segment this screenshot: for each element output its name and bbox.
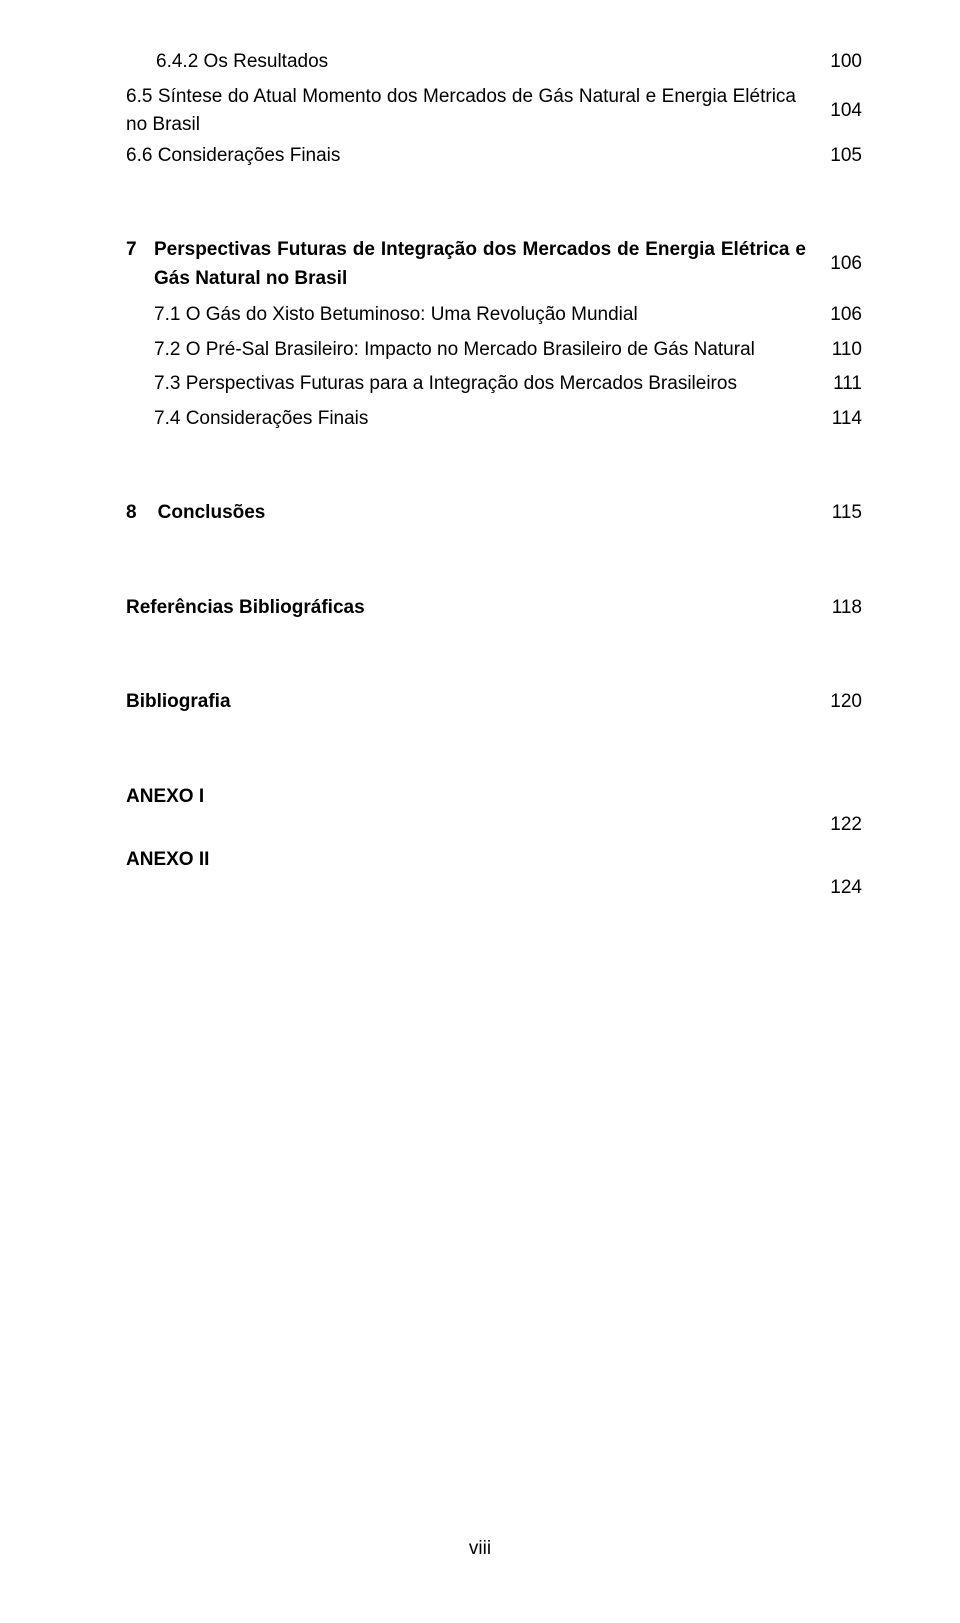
toc-page: 120: [806, 688, 862, 717]
toc-anexo-1-label: ANEXO I: [126, 783, 862, 812]
toc-label: 8 Conclusões: [126, 499, 806, 528]
toc-page: 115: [806, 499, 862, 528]
section-number: 7: [126, 236, 154, 293]
toc-label: Bibliografia: [126, 688, 806, 717]
toc-row: 7.2 O Pré-Sal Brasileiro: Impacto no Mer…: [126, 336, 862, 365]
toc-label: Referências Bibliográficas: [126, 594, 806, 623]
toc-anexo-1-page-row: 122: [126, 811, 862, 840]
toc-page: 124: [806, 874, 862, 903]
toc-label: 7.1 O Gás do Xisto Betuminoso: Uma Revol…: [154, 301, 806, 330]
page-number-footer: viii: [0, 1535, 960, 1564]
toc-page: 118: [806, 594, 862, 623]
toc-row: 7.1 O Gás do Xisto Betuminoso: Uma Revol…: [126, 301, 862, 330]
toc-label: 7.3 Perspectivas Futuras para a Integraç…: [154, 370, 806, 399]
toc-label: 7.2 O Pré-Sal Brasileiro: Impacto no Mer…: [154, 336, 806, 365]
toc-page: 110: [806, 336, 862, 365]
toc-page: 104: [806, 83, 862, 126]
toc-anexo-2-page-row: 124: [126, 874, 862, 903]
toc-page: 105: [806, 142, 862, 171]
toc-section-7: 7 Perspectivas Futuras de Integração dos…: [126, 236, 862, 293]
toc-page: 100: [806, 48, 862, 77]
section-title: Perspectivas Futuras de Integração dos M…: [154, 236, 806, 293]
toc-page: 106: [806, 301, 862, 330]
toc-row: 7.4 Considerações Finais 114: [126, 405, 862, 434]
toc-label: 7.4 Considerações Finais: [154, 405, 806, 434]
toc-page: 122: [806, 811, 862, 840]
toc-row: 6.5 Síntese do Atual Momento dos Mercado…: [126, 83, 862, 140]
toc-anexo-2-label: ANEXO II: [126, 846, 862, 875]
toc-label: 6.6 Considerações Finais: [126, 142, 806, 171]
toc-row: 7.3 Perspectivas Futuras para a Integraç…: [126, 370, 862, 399]
toc-row: 6.6 Considerações Finais 105: [126, 142, 862, 171]
toc-label: 6.5 Síntese do Atual Momento dos Mercado…: [126, 83, 806, 140]
toc-page: 114: [806, 405, 862, 434]
toc-references: Referências Bibliográficas 118: [126, 594, 862, 623]
toc-label: 6.4.2 Os Resultados: [156, 48, 806, 77]
toc-section-8: 8 Conclusões 115: [126, 499, 862, 528]
toc-page: 106: [806, 236, 862, 279]
toc-page: 111: [806, 370, 862, 399]
toc-row: 6.4.2 Os Resultados 100: [126, 48, 862, 77]
toc-bibliography: Bibliografia 120: [126, 688, 862, 717]
